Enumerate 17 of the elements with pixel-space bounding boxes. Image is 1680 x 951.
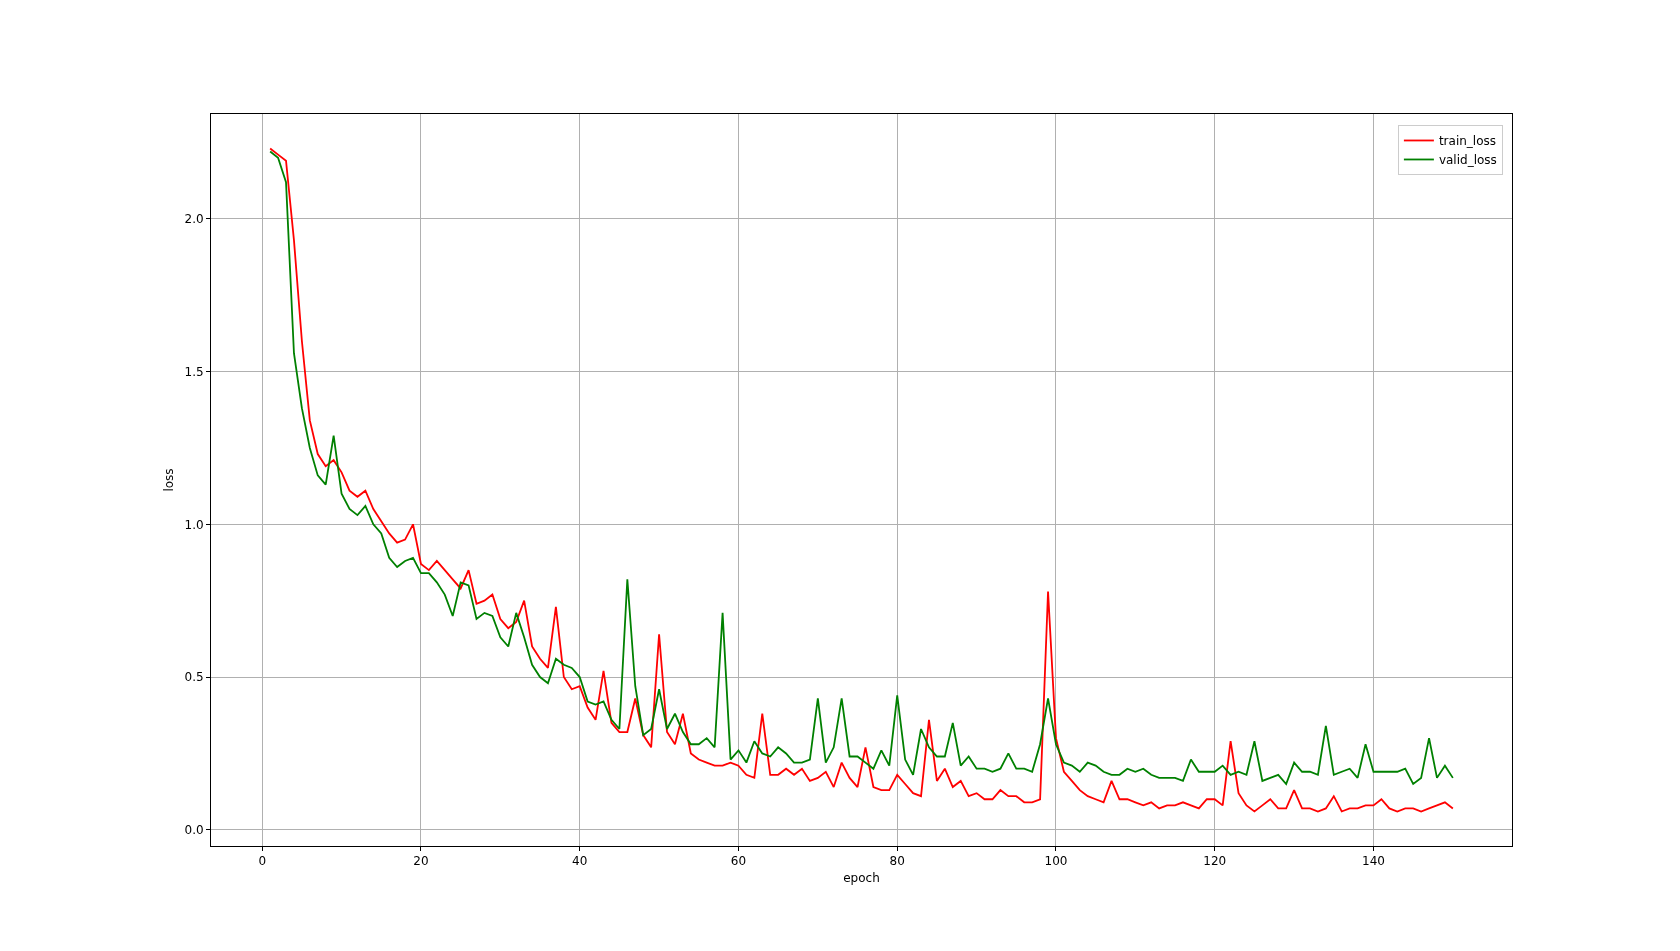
y-tick-label: 2.0 bbox=[184, 211, 204, 226]
legend-label: valid_loss bbox=[1438, 153, 1497, 168]
y-axis-title: loss bbox=[161, 468, 176, 492]
y-tick-label: 1.5 bbox=[184, 364, 204, 379]
x-tick-label: 0 bbox=[258, 854, 267, 869]
y-tick-label: 0.5 bbox=[184, 670, 204, 685]
y-tick-label: 1.0 bbox=[184, 517, 204, 532]
x-tick-label: 100 bbox=[1044, 854, 1068, 869]
y-tick-label: 0.0 bbox=[184, 823, 204, 838]
x-tick-label: 20 bbox=[413, 854, 429, 869]
x-tick-label: 140 bbox=[1362, 854, 1385, 869]
x-tick-label: 120 bbox=[1203, 854, 1227, 869]
x-tick-label: 60 bbox=[730, 854, 747, 869]
x-tick-label: 40 bbox=[572, 854, 588, 869]
legend-label: train_loss bbox=[1438, 134, 1497, 149]
x-tick-label: 80 bbox=[889, 854, 905, 869]
x-axis-title: epoch bbox=[843, 871, 880, 886]
